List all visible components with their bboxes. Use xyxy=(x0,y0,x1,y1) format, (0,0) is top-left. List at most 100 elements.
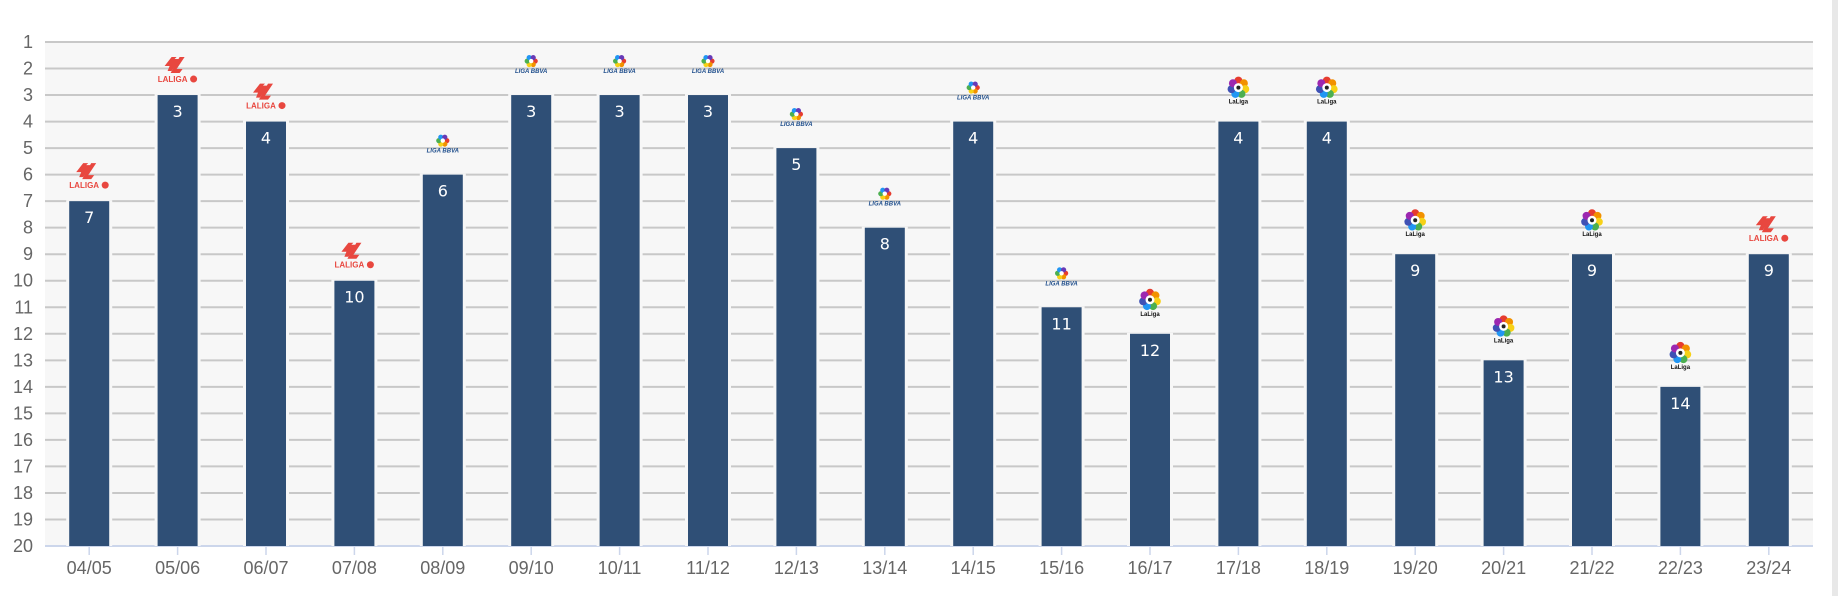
x-tick-label: 20/21 xyxy=(1481,558,1526,578)
laliga-color-logo-icon: LaLiga xyxy=(1227,76,1250,106)
bar-group[interactable]: 10 LALIGA xyxy=(331,242,378,546)
bar[interactable] xyxy=(422,174,463,546)
bar-group[interactable]: 4 LALIGA xyxy=(243,83,289,546)
x-tick-label: 09/10 xyxy=(509,558,554,578)
laliga-color-logo-icon: LaLiga xyxy=(1315,76,1338,106)
bar-value-label: 3 xyxy=(615,102,625,121)
laliga-color-logo-icon: LaLiga xyxy=(1492,315,1515,344)
bar[interactable] xyxy=(157,95,198,546)
bar-group[interactable]: 7 LALIGA xyxy=(66,163,113,546)
svg-text:LALIGA: LALIGA xyxy=(69,181,99,190)
laliga-red-logo-icon: LALIGA xyxy=(69,163,109,190)
bar-value-label: 3 xyxy=(526,102,536,121)
bar[interactable] xyxy=(511,95,552,546)
bar-value-label: 9 xyxy=(1764,261,1774,280)
bar[interactable] xyxy=(1395,254,1436,547)
svg-text:LALIGA: LALIGA xyxy=(335,261,365,270)
x-tick-label: 06/07 xyxy=(243,558,288,578)
x-tick-label: 19/20 xyxy=(1393,558,1438,578)
scrollbar-track[interactable] xyxy=(1832,0,1838,596)
bar-value-label: 7 xyxy=(84,208,94,227)
bar-group[interactable]: 6 LIGA BBVA xyxy=(419,134,466,546)
bar[interactable] xyxy=(1218,121,1259,546)
bar-group[interactable]: 4 LaLiga xyxy=(1215,76,1262,546)
bar[interactable] xyxy=(953,121,994,546)
x-tick-label: 04/05 xyxy=(67,558,112,578)
bar-group[interactable]: 9 LaLiga xyxy=(1569,209,1615,547)
y-tick-label: 4 xyxy=(23,112,33,132)
laliga-red-logo-icon: LALIGA xyxy=(246,83,286,111)
svg-text:LIGA BBVA: LIGA BBVA xyxy=(1045,281,1077,287)
bar[interactable] xyxy=(246,121,286,546)
bar-value-label: 13 xyxy=(1493,367,1513,386)
bar[interactable] xyxy=(1748,254,1789,547)
liga-bbva-logo-icon: LIGA BBVA xyxy=(1045,267,1078,287)
bar-group[interactable]: 5 LIGA BBVA xyxy=(773,108,820,546)
svg-text:LaLiga: LaLiga xyxy=(1140,312,1160,318)
bar-group[interactable]: 3 LALIGA xyxy=(154,57,201,546)
svg-text:LaLiga: LaLiga xyxy=(1494,338,1514,344)
x-tick-label: 07/08 xyxy=(332,558,377,578)
bar-group[interactable]: 3 LIGA BBVA xyxy=(685,54,731,546)
bar-value-label: 4 xyxy=(261,129,271,148)
svg-text:LaLiga: LaLiga xyxy=(1582,232,1602,238)
bar-value-label: 8 xyxy=(880,235,890,254)
y-tick-label: 9 xyxy=(23,244,33,264)
y-tick-label: 18 xyxy=(13,483,33,503)
bar[interactable] xyxy=(334,280,375,546)
bar-group[interactable]: 8 LIGA BBVA xyxy=(861,187,908,546)
bar[interactable] xyxy=(864,227,905,546)
y-tick-label: 2 xyxy=(23,59,33,79)
bar-value-label: 9 xyxy=(1410,261,1420,280)
x-tick-label: 16/17 xyxy=(1127,558,1172,578)
y-tick-label: 8 xyxy=(23,218,33,238)
bar-group[interactable]: 9 LALIGA xyxy=(1745,216,1792,547)
x-tick-label: 13/14 xyxy=(862,558,907,578)
y-tick-label: 1 xyxy=(23,32,33,52)
bar-group[interactable]: 9 LaLiga xyxy=(1392,209,1439,547)
bar-value-label: 3 xyxy=(173,102,183,121)
bar-group[interactable]: 3 LIGA BBVA xyxy=(508,54,555,546)
svg-text:LALIGA: LALIGA xyxy=(246,102,276,111)
bar-value-label: 11 xyxy=(1051,314,1071,333)
bar[interactable] xyxy=(776,148,817,546)
bar-group[interactable]: 13 LaLiga xyxy=(1480,315,1527,546)
laliga-color-logo-icon: LaLiga xyxy=(1404,209,1427,238)
bar[interactable] xyxy=(1660,386,1701,546)
svg-text:LIGA BBVA: LIGA BBVA xyxy=(957,96,989,102)
bar-value-label: 9 xyxy=(1587,261,1597,280)
y-tick-label: 10 xyxy=(13,271,33,291)
bar[interactable] xyxy=(1306,121,1347,546)
laliga-color-logo-icon: LaLiga xyxy=(1139,288,1161,318)
x-tick-label: 08/09 xyxy=(420,558,465,578)
bar-group[interactable]: 4 LaLiga xyxy=(1303,76,1350,546)
y-tick-label: 20 xyxy=(13,536,33,556)
bar-group[interactable]: 3 LIGA BBVA xyxy=(596,54,643,546)
bar[interactable] xyxy=(599,95,640,546)
x-tick-label: 14/15 xyxy=(951,558,996,578)
bar[interactable] xyxy=(1572,254,1612,547)
bar-group[interactable]: 14 LaLiga xyxy=(1657,341,1704,546)
bar-group[interactable]: 4 LIGA BBVA xyxy=(950,81,997,546)
x-tick-label: 12/13 xyxy=(774,558,819,578)
bar-group[interactable]: 11 LIGA BBVA xyxy=(1038,267,1085,546)
svg-text:LIGA BBVA: LIGA BBVA xyxy=(780,122,812,128)
bar-group[interactable]: 12 LaLiga xyxy=(1127,288,1173,546)
bar[interactable] xyxy=(1041,307,1082,546)
bar[interactable] xyxy=(1483,360,1524,546)
liga-bbva-logo-icon: LIGA BBVA xyxy=(692,54,724,75)
svg-text:LaLiga: LaLiga xyxy=(1317,100,1337,106)
svg-text:LALIGA: LALIGA xyxy=(1749,234,1779,243)
bar[interactable] xyxy=(688,95,728,546)
bar[interactable] xyxy=(69,201,110,546)
y-tick-label: 14 xyxy=(13,377,33,397)
laliga-red-logo-icon: LALIGA xyxy=(335,242,374,270)
bar[interactable] xyxy=(1130,333,1170,546)
laliga-color-logo-icon: LaLiga xyxy=(1669,341,1692,371)
x-tick-label: 22/23 xyxy=(1658,558,1703,578)
svg-text:LIGA BBVA: LIGA BBVA xyxy=(869,202,901,208)
y-tick-label: 13 xyxy=(13,350,33,370)
y-tick-label: 5 xyxy=(23,138,33,158)
y-tick-label: 12 xyxy=(13,324,33,344)
